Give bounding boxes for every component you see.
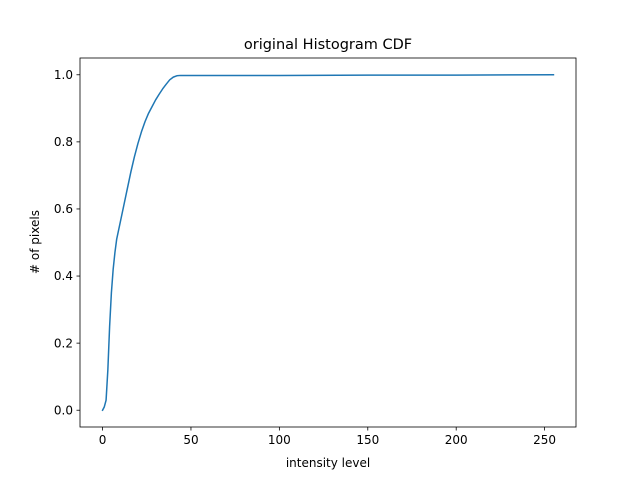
x-tick-label-4: 200 [445,433,468,447]
chart-title: original Histogram CDF [244,37,412,53]
plot-area: 0 50 100 150 200 250 0.0 0.2 0.4 0.6 0.8 1.0 [54,57,577,447]
y-tick-label-0: 0.0 [54,403,73,417]
plot-frame [79,57,577,428]
y-tick-label-1: 0.2 [54,336,73,350]
x-tick-label-2: 100 [268,433,291,447]
y-axis-label: # of pixels [28,210,42,274]
y-tick-label-3: 0.6 [54,202,73,216]
y-tick-label-4: 0.8 [54,135,73,149]
x-tick-label-1: 50 [183,433,198,447]
x-axis-label: intensity level [286,456,370,470]
x-tick-label-3: 150 [356,433,379,447]
x-tick-label-0: 0 [99,433,107,447]
y-tick-label-2: 0.4 [54,269,73,283]
x-tick-label-5: 250 [533,433,556,447]
y-tick-label-5: 1.0 [54,68,73,82]
series-line-0 [101,74,555,412]
